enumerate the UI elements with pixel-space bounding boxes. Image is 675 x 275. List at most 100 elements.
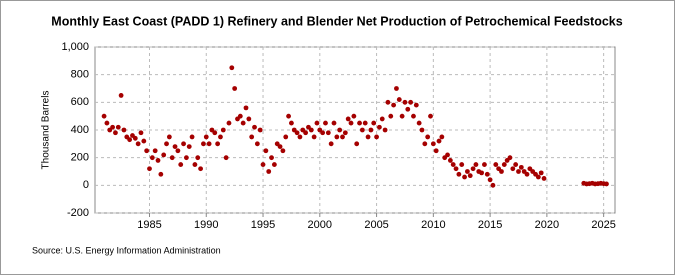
data-point [254, 141, 260, 147]
data-point [453, 166, 459, 172]
data-point [311, 134, 317, 140]
data-point [166, 134, 172, 140]
data-point [541, 176, 547, 181]
data-point [479, 170, 484, 176]
data-point [359, 127, 365, 133]
data-point [283, 134, 289, 140]
data-point [374, 134, 379, 140]
data-point [237, 113, 243, 119]
data-point [411, 113, 416, 119]
data-point [323, 120, 328, 126]
data-point [365, 134, 371, 140]
data-point [501, 162, 507, 167]
data-point [470, 166, 476, 172]
data-point [345, 116, 351, 122]
x-tick-label: 2000 [308, 219, 332, 231]
data-point [158, 171, 164, 177]
y-tick-label: 200 [71, 152, 89, 164]
data-point [388, 113, 394, 119]
data-point [263, 148, 269, 154]
data-point [218, 134, 223, 140]
data-point [348, 120, 354, 126]
data-point [220, 127, 226, 133]
data-point [416, 120, 422, 126]
data-point [152, 148, 158, 154]
data-point [203, 134, 209, 140]
data-point [226, 120, 232, 126]
data-point [604, 181, 609, 187]
data-point [186, 144, 192, 150]
data-point [132, 135, 138, 141]
data-point [484, 171, 490, 177]
chart-title: Monthly East Coast (PADD 1) Refinery and… [51, 14, 622, 28]
x-tick-label: 2010 [421, 219, 445, 231]
data-point [260, 162, 266, 167]
y-tick-label: -200 [67, 207, 89, 219]
data-point [524, 171, 530, 177]
data-point [113, 130, 118, 136]
data-point [362, 120, 368, 126]
data-point [413, 102, 419, 108]
data-point [110, 124, 115, 130]
data-point [198, 166, 203, 172]
data-point [385, 99, 391, 105]
data-point [135, 141, 141, 147]
data-point [212, 130, 218, 136]
data-point [232, 86, 238, 91]
data-point [465, 169, 470, 174]
data-point [147, 166, 152, 172]
data-point [459, 162, 465, 167]
data-point [419, 127, 425, 133]
y-tick-label: 1,000 [61, 41, 89, 53]
data-point [266, 169, 272, 174]
data-point [169, 155, 175, 161]
data-point [538, 170, 544, 176]
data-point [507, 155, 513, 161]
data-point [467, 173, 473, 179]
data-point [351, 113, 357, 119]
data-point [487, 177, 493, 183]
data-point [127, 137, 133, 143]
data-point [246, 116, 252, 122]
data-point [430, 141, 436, 147]
data-point [101, 113, 107, 119]
data-point [141, 138, 147, 144]
data-point [192, 162, 198, 167]
data-point [510, 166, 516, 172]
data-point [456, 171, 462, 177]
data-point [181, 141, 186, 147]
data-point [399, 113, 405, 119]
data-point [473, 162, 479, 167]
data-point [334, 134, 340, 140]
data-point [377, 124, 382, 130]
data-point [115, 124, 121, 130]
y-tick-label: 0 [83, 179, 89, 191]
y-tick-label: 400 [71, 124, 89, 136]
data-point [368, 127, 374, 133]
data-point [439, 134, 445, 140]
data-point [269, 155, 274, 161]
data-point [354, 141, 360, 147]
data-point [357, 120, 362, 126]
data-point [314, 120, 320, 126]
data-point [240, 120, 246, 126]
x-tick-label: 2005 [364, 219, 388, 231]
data-point [493, 162, 499, 167]
data-point [178, 162, 184, 167]
data-point [535, 174, 541, 180]
data-point [277, 144, 283, 150]
data-point [447, 158, 453, 163]
x-tick-label: 2020 [535, 219, 559, 231]
data-point [189, 134, 195, 140]
data-point [320, 130, 326, 136]
data-point [271, 162, 277, 167]
data-point [206, 141, 212, 147]
y-tick-label: 800 [71, 69, 89, 81]
data-point [201, 141, 206, 147]
data-point [433, 148, 439, 154]
data-point [462, 174, 467, 180]
data-point [396, 97, 402, 102]
data-point [289, 120, 294, 126]
data-point [118, 93, 124, 98]
